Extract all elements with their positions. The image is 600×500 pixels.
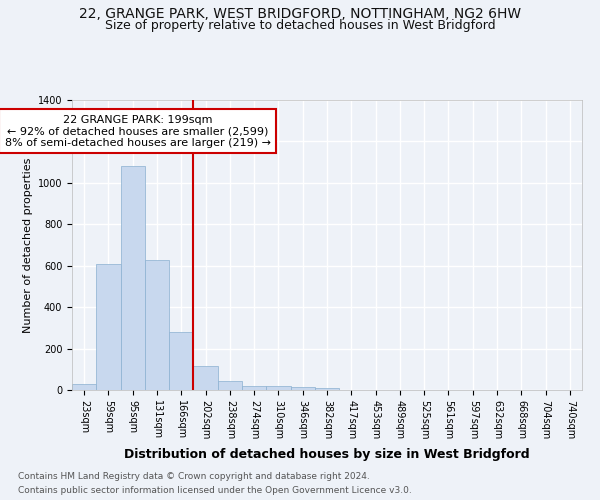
X-axis label: Distribution of detached houses by size in West Bridgford: Distribution of detached houses by size … [124, 448, 530, 460]
Text: Size of property relative to detached houses in West Bridgford: Size of property relative to detached ho… [104, 19, 496, 32]
Bar [193, 366, 218, 390]
Bar [96, 264, 121, 390]
Text: Contains HM Land Registry data © Crown copyright and database right 2024.: Contains HM Land Registry data © Crown c… [18, 472, 370, 481]
Bar [121, 166, 145, 390]
Bar [290, 387, 315, 390]
Bar [266, 386, 290, 390]
Y-axis label: Number of detached properties: Number of detached properties [23, 158, 34, 332]
Bar [169, 332, 193, 390]
Bar [145, 260, 169, 390]
Bar [315, 388, 339, 390]
Text: 22, GRANGE PARK, WEST BRIDGFORD, NOTTINGHAM, NG2 6HW: 22, GRANGE PARK, WEST BRIDGFORD, NOTTING… [79, 8, 521, 22]
Bar [242, 386, 266, 390]
Text: Contains public sector information licensed under the Open Government Licence v3: Contains public sector information licen… [18, 486, 412, 495]
Bar [72, 384, 96, 390]
Bar [218, 380, 242, 390]
Text: 22 GRANGE PARK: 199sqm
← 92% of detached houses are smaller (2,599)
8% of semi-d: 22 GRANGE PARK: 199sqm ← 92% of detached… [5, 114, 271, 148]
